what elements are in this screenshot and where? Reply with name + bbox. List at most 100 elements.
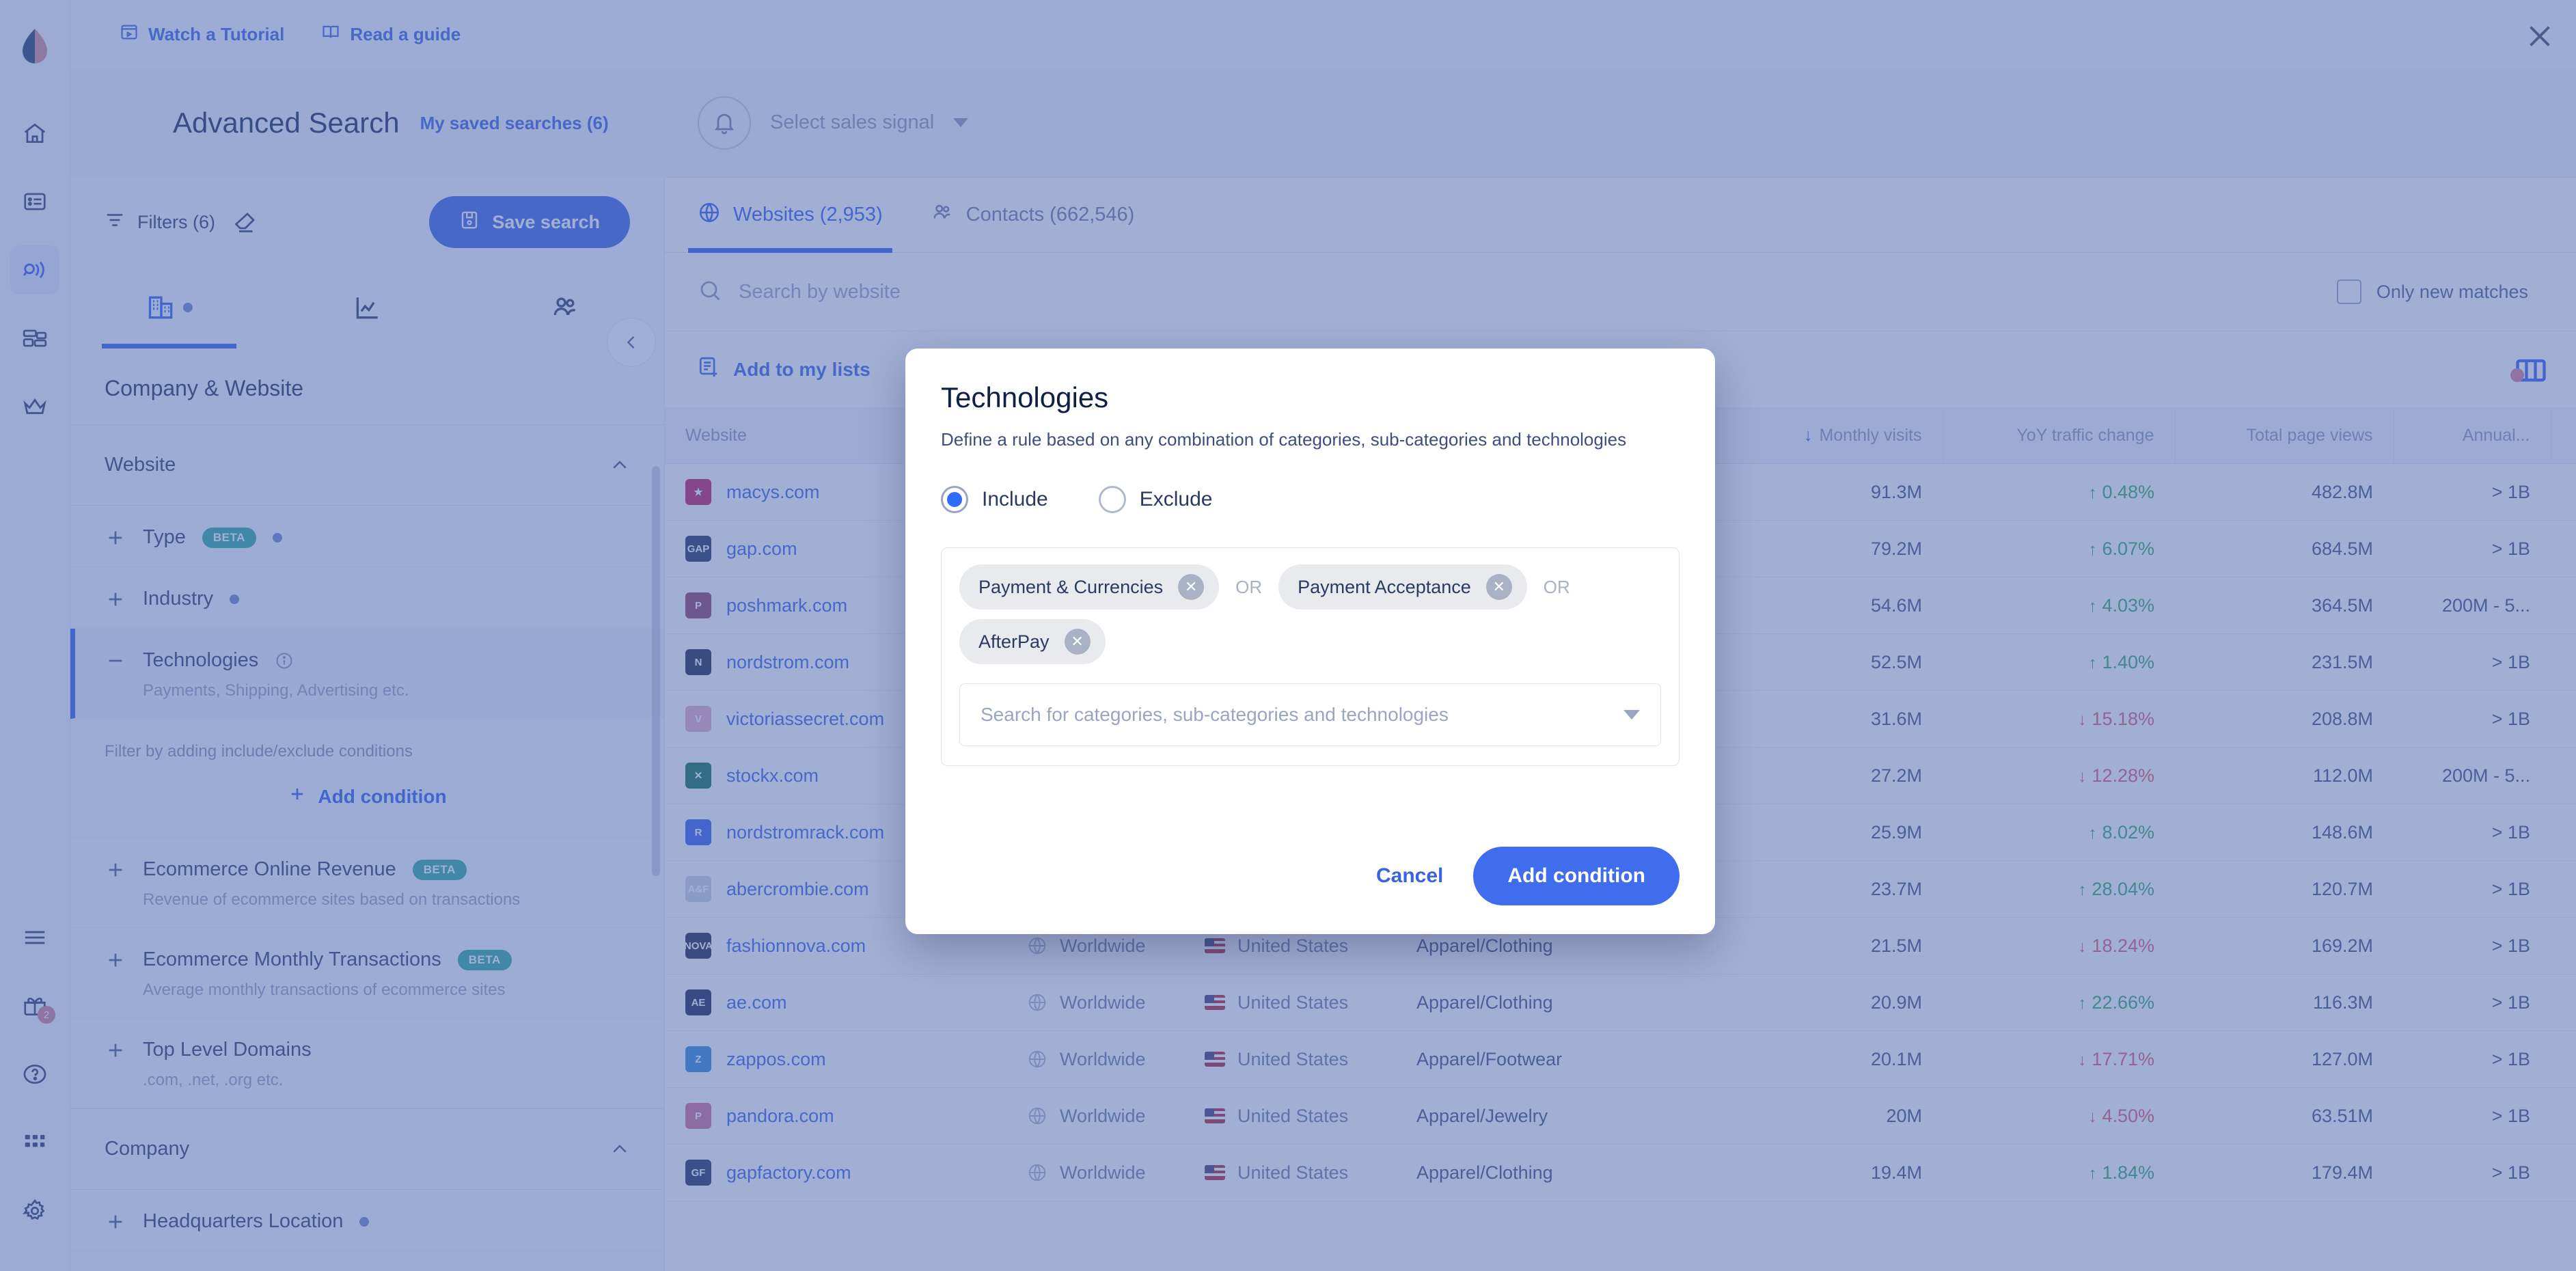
- cell-page-views: 169.2M: [2175, 917, 2394, 974]
- filter-row-headquarters-location[interactable]: Headquarters Location: [70, 1190, 664, 1251]
- tab-websites[interactable]: Websites (2,953): [688, 178, 892, 253]
- advanced-search-icon[interactable]: [10, 245, 59, 295]
- col-month[interactable]: Month: [2551, 408, 2576, 464]
- remove-chip-icon[interactable]: ✕: [1485, 574, 1512, 600]
- gift-icon[interactable]: 2: [10, 981, 59, 1030]
- menu-icon[interactable]: [10, 913, 59, 962]
- video-icon: [120, 23, 139, 46]
- col-annual[interactable]: Annual...: [2394, 408, 2551, 464]
- col-total-page-views[interactable]: Total page views: [2175, 408, 2394, 464]
- checkbox-icon[interactable]: [2336, 279, 2361, 304]
- brand-logo[interactable]: [19, 27, 51, 68]
- filter-section-website-label: Website: [105, 454, 176, 476]
- filters-hint: Filter by adding include/exclude conditi…: [105, 742, 413, 761]
- favicon: A&F: [685, 876, 711, 902]
- cancel-button[interactable]: Cancel: [1375, 864, 1444, 887]
- cell-website[interactable]: GF gapfactory.com: [665, 1144, 1006, 1201]
- plus-icon: [105, 527, 126, 549]
- dashboard-icon[interactable]: [10, 314, 59, 363]
- col-yoy-traffic-change[interactable]: YoY traffic change: [1943, 408, 2176, 464]
- cell-monthly-visits: 79.2M: [1717, 520, 1943, 577]
- search-input[interactable]: Search by website: [739, 280, 901, 303]
- add-to-my-lists-button[interactable]: Add to my lists: [698, 355, 871, 383]
- remove-chip-icon[interactable]: ✕: [1178, 574, 1205, 600]
- crown-icon[interactable]: [10, 382, 59, 431]
- condition-chip[interactable]: AfterPay ✕: [959, 619, 1106, 664]
- remove-chip-icon[interactable]: ✕: [1064, 629, 1091, 655]
- filters-count[interactable]: Filters (6): [105, 210, 215, 235]
- us-flag-icon: [1205, 938, 1225, 953]
- filter-row-type[interactable]: Type BETA: [70, 506, 664, 567]
- trend-down-icon: ↓: [2078, 767, 2087, 786]
- filter-row-ecommerce-online-revenue[interactable]: Ecommerce Online Revenue BETA Revenue of…: [70, 837, 664, 928]
- website-name: stockx.com: [726, 765, 819, 786]
- chevron-down-icon[interactable]: [1623, 710, 1640, 720]
- tab-active-dot: [182, 303, 193, 312]
- favicon: Z: [685, 1046, 711, 1072]
- table-row[interactable]: AE ae.com Worldwide United States Apparel/Cl…: [665, 974, 2576, 1031]
- radio-include-icon[interactable]: [941, 486, 968, 513]
- filter-row-top-level-domains[interactable]: Top Level Domains .com, .net, .org etc.: [70, 1018, 664, 1108]
- website-name: nordstromrack.com: [726, 821, 885, 843]
- radio-exclude-icon[interactable]: [1098, 486, 1126, 513]
- cell-annual: 200M - 5...: [2394, 577, 2551, 634]
- list-icon[interactable]: [10, 177, 59, 226]
- filter-row-ecommerce-monthly-transactions[interactable]: Ecommerce Monthly Transactions BETA Aver…: [70, 928, 664, 1018]
- filter-row-technologies-label: Technologies: [143, 649, 259, 671]
- filter-row-industry[interactable]: Industry: [70, 567, 664, 629]
- add-condition-button[interactable]: Add condition: [70, 761, 664, 837]
- filters-scrollbar[interactable]: [652, 466, 660, 876]
- close-icon[interactable]: [2524, 20, 2556, 52]
- cell-annual: > 1B: [2394, 804, 2551, 861]
- clear-filters-eraser-icon[interactable]: [233, 210, 258, 234]
- save-search-button[interactable]: Save search: [429, 196, 630, 248]
- chevron-down-icon[interactable]: [953, 118, 969, 127]
- cell-country: United States: [1184, 1087, 1396, 1145]
- info-icon[interactable]: [275, 651, 294, 670]
- column-settings-icon[interactable]: [2510, 352, 2549, 387]
- bell-icon[interactable]: [698, 96, 751, 150]
- filter-section-website[interactable]: Website: [70, 425, 664, 506]
- tab-traffic[interactable]: [269, 266, 467, 348]
- filter-row-technologies[interactable]: Technologies Payments, Shipping, Adverti…: [70, 629, 664, 719]
- website-name: macys.com: [726, 481, 820, 502]
- table-row[interactable]: GF gapfactory.com Worldwide United States Ap…: [665, 1144, 2576, 1201]
- only-new-matches-toggle[interactable]: Only new matches: [2336, 279, 2528, 304]
- radio-include[interactable]: Include: [941, 486, 1048, 513]
- chip-label: Payment & Currencies: [978, 576, 1164, 597]
- tab-contacts[interactable]: Contacts (662,546): [931, 178, 1134, 253]
- technology-search-field[interactable]: Search for categories, sub-categories an…: [959, 683, 1661, 746]
- my-saved-searches-link[interactable]: My saved searches (6): [420, 112, 609, 133]
- radio-exclude[interactable]: Exclude: [1098, 486, 1212, 513]
- page-title: Advanced Search: [173, 107, 400, 139]
- trend-down-icon: ↓: [2078, 710, 2087, 729]
- beta-badge: BETA: [457, 949, 512, 970]
- watch-tutorial-link[interactable]: Watch a Tutorial: [120, 23, 284, 46]
- globe-icon: [1028, 1050, 1046, 1068]
- cell-month: [2551, 633, 2576, 691]
- help-icon[interactable]: [10, 1050, 59, 1099]
- cell-website[interactable]: AE ae.com: [665, 974, 1006, 1031]
- favicon: P: [685, 592, 711, 618]
- condition-chip[interactable]: Payment Acceptance ✕: [1278, 564, 1527, 610]
- cell-yoy-change: ↓ 4.50%: [1943, 1087, 2175, 1145]
- condition-chip[interactable]: Payment & Currencies ✕: [959, 564, 1220, 610]
- trend-up-icon: ↑: [2088, 483, 2097, 502]
- col-monthly-visits[interactable]: ↓ Monthly visits: [1717, 408, 1943, 464]
- home-icon[interactable]: [10, 109, 59, 158]
- cell-month: [2551, 1030, 2576, 1088]
- collapse-panel-button[interactable]: [607, 318, 656, 367]
- filter-section-company[interactable]: Company: [70, 1108, 664, 1190]
- sales-signal-label[interactable]: Select sales signal: [770, 111, 935, 133]
- plus-icon: [105, 1211, 126, 1233]
- add-condition-confirm-button[interactable]: Add condition: [1473, 847, 1680, 905]
- settings-icon[interactable]: [10, 1186, 59, 1235]
- read-guide-link[interactable]: Read a guide: [321, 23, 461, 46]
- tab-company-website[interactable]: [70, 266, 269, 348]
- apps-grid-icon[interactable]: [10, 1118, 59, 1167]
- sales-signal-bar: Select sales signal: [665, 68, 2576, 178]
